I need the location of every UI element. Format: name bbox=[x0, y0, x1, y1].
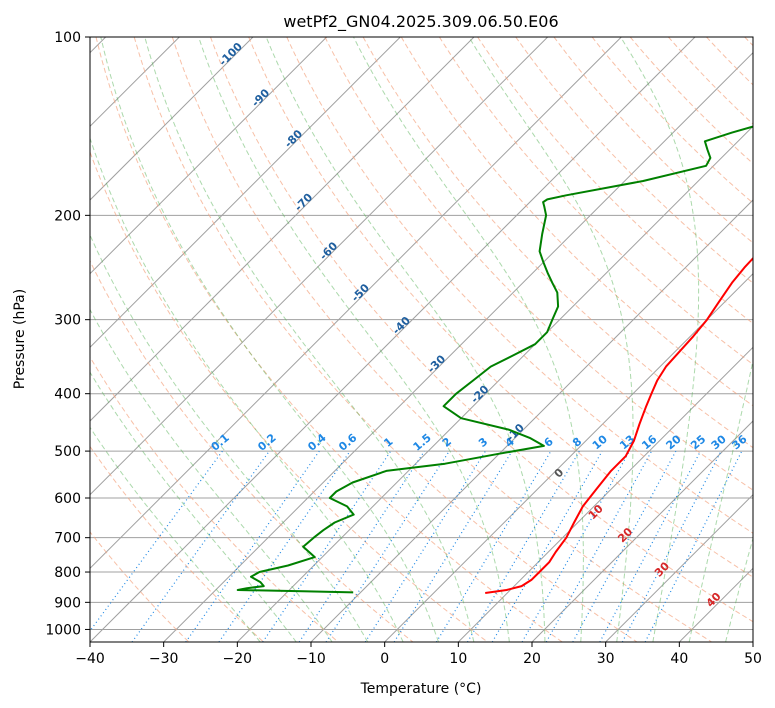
dewpoint-profile-line bbox=[236, 125, 753, 594]
isotherm-line bbox=[90, 37, 254, 201]
profile-series bbox=[236, 125, 753, 594]
dry-adiabat-line bbox=[171, 37, 712, 642]
axes: −40 −30 −20 −10 0 10 20 30 40 50 100 200 300 400 500 60… bbox=[45, 30, 762, 667]
mixing-ratio-line bbox=[545, 450, 653, 642]
isotherm-line bbox=[163, 51, 753, 642]
y-tick-label: 1000 bbox=[45, 622, 81, 638]
dry-adiabat-line bbox=[90, 445, 264, 642]
mixing-ratio-line bbox=[572, 450, 677, 642]
y-tick-label: 300 bbox=[54, 313, 81, 329]
moist-adiabat-line bbox=[144, 37, 475, 642]
y-tick-label: 200 bbox=[54, 208, 81, 224]
dry-adiabat-line bbox=[515, 37, 753, 284]
moist-adiabat-line bbox=[90, 426, 261, 642]
isotherm-line bbox=[90, 37, 696, 642]
plot-background bbox=[90, 37, 753, 642]
moist-adiabat-line bbox=[90, 233, 369, 642]
mixing-ratio-line bbox=[466, 450, 580, 642]
mixing-ratio-line bbox=[364, 450, 486, 642]
plot-frame bbox=[89, 36, 754, 643]
dry-adiabat-line bbox=[248, 37, 753, 578]
y-tick-label: 400 bbox=[54, 387, 81, 403]
mixing-ratio-line bbox=[393, 450, 513, 642]
x-tick-label: 10 bbox=[449, 651, 467, 667]
dry-adiabat-line bbox=[438, 37, 753, 366]
moist-adiabat-line bbox=[620, 37, 700, 642]
x-tick-label: 0 bbox=[380, 651, 389, 667]
isotherm-line bbox=[90, 37, 328, 275]
moist-adiabat-line bbox=[198, 37, 510, 642]
background-lines bbox=[90, 37, 753, 642]
x-axis-label: Temperature (°C) bbox=[360, 681, 482, 697]
isotherm-line bbox=[457, 346, 753, 642]
x-tick-label: 40 bbox=[670, 651, 688, 667]
isotherm-line bbox=[752, 641, 753, 642]
dry-adiabat-line bbox=[553, 37, 753, 244]
y-tick-label: 700 bbox=[54, 531, 81, 547]
dry-adiabat-line bbox=[400, 37, 753, 407]
x-tick-label: −20 bbox=[223, 651, 253, 667]
isotherm-line bbox=[90, 37, 549, 496]
y-tick-label: 900 bbox=[54, 595, 81, 611]
x-tick-label: −10 bbox=[296, 651, 326, 667]
isotherm-line bbox=[90, 37, 401, 349]
plot-area: 0.1 0.2 0.4 0.6 1 1.5 2 3 4 6 8 10 13 16 20 25 30 36-100-… bbox=[90, 37, 753, 642]
isotherm-line bbox=[90, 37, 622, 570]
moist-adiabat-line bbox=[90, 308, 333, 642]
isotherm-line bbox=[90, 37, 475, 422]
moist-adiabat-line bbox=[353, 37, 584, 642]
y-tick-label: 800 bbox=[54, 565, 81, 581]
x-tick-label: −30 bbox=[149, 651, 179, 667]
moist-adiabat-line bbox=[725, 536, 753, 642]
dry-adiabat-line bbox=[286, 37, 753, 534]
y-axis-label: Pressure (hPa) bbox=[12, 289, 28, 389]
y-tick-label: 500 bbox=[54, 444, 81, 460]
isotherm-line bbox=[384, 272, 753, 642]
moist-adiabat-line bbox=[688, 358, 753, 642]
x-tick-label: 20 bbox=[523, 651, 541, 667]
dry-adiabat-line bbox=[324, 37, 753, 491]
mixing-ratio-line bbox=[521, 450, 631, 642]
mixing-ratio-line bbox=[218, 450, 351, 642]
dry-adiabat-line bbox=[629, 37, 753, 165]
mixing-ratio-line bbox=[185, 450, 320, 642]
dry-adiabat-line bbox=[90, 150, 488, 642]
moist-adiabat-line bbox=[265, 37, 546, 642]
isotherm-line bbox=[531, 420, 753, 642]
moist-adiabat-line bbox=[90, 136, 404, 642]
chart-title: wetPf2_GN04.2025.309.06.50.E06 bbox=[283, 12, 558, 32]
dry-adiabat-line bbox=[362, 37, 753, 449]
x-tick-label: 50 bbox=[744, 651, 762, 667]
x-tick-label: −40 bbox=[75, 651, 105, 667]
mixing-ratio-line bbox=[491, 450, 603, 642]
y-tick-label: 600 bbox=[54, 491, 81, 507]
moist-adiabat-line bbox=[100, 37, 439, 642]
dry-adiabat-line bbox=[210, 37, 753, 623]
dry-adiabat-line bbox=[133, 37, 638, 642]
x-tick-label: 30 bbox=[597, 651, 615, 667]
temperature-profile-line bbox=[485, 256, 753, 594]
y-tick-label: 100 bbox=[54, 30, 81, 46]
isotherm-line bbox=[605, 493, 753, 642]
